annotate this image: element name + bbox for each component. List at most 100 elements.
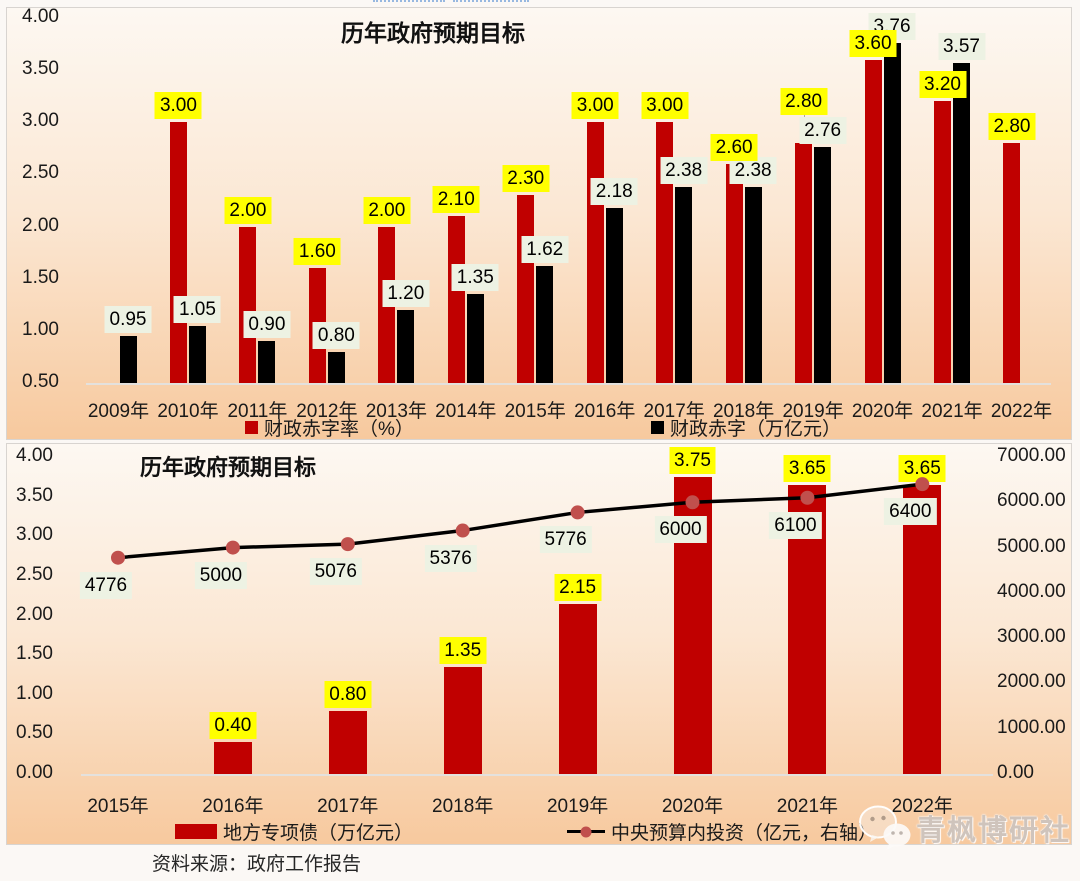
x-axis-tick-label: 2015年 (504, 401, 566, 422)
investment-value-label: 6100 (769, 511, 822, 539)
investment-value-label: 5376 (424, 544, 477, 572)
deficit-rate-value-label: 2.00 (224, 196, 272, 224)
x-axis-tick-label: 2017年 (317, 796, 379, 817)
y-axis-tick-label: 0.50 (22, 371, 59, 392)
x-axis-tick-label: 2013年 (365, 401, 427, 422)
y-axis-tick-label: 4.00 (22, 6, 59, 27)
deficit-value-label: 0.80 (312, 321, 360, 349)
deficit-rate-value-label: 2.60 (710, 134, 758, 161)
y-axis-tick-label: 3.00 (22, 110, 59, 132)
left-y-axis-tick-label: 3.00 (16, 524, 53, 546)
legend-special-bonds: 地方专项债（万亿元） (175, 818, 413, 845)
x-axis-tick-label: 2019年 (546, 796, 609, 817)
deficit-rate-value-label: 3.00 (571, 92, 619, 120)
special-bond-bar (443, 667, 482, 774)
deficit-bar (675, 186, 693, 383)
x-axis-tick-label: 2022年 (891, 796, 953, 817)
x-axis-tick-label: 2019年 (782, 401, 844, 422)
deficit-value-label: 2.38 (660, 156, 708, 184)
y-axis-tick-label: 3.50 (22, 58, 59, 80)
deficit-bar (327, 351, 345, 383)
left-y-axis-tick-label: 1.00 (16, 682, 53, 704)
legend-label: 财政赤字（万亿元） (670, 419, 842, 440)
special-bond-value-label: 1.35 (439, 637, 487, 664)
right-y-axis-tick-label: 6000.00 (997, 490, 1066, 512)
deficit-value-label: 1.05 (173, 295, 221, 323)
deficit-bar (953, 62, 971, 383)
black-square-swatch-icon (651, 421, 664, 434)
line-marker-icon (455, 523, 470, 538)
deficit-rate-bar (239, 226, 257, 383)
deficit-bar (744, 186, 762, 383)
deficit-bar (397, 310, 415, 383)
right-y-axis-tick-label: 4000.00 (997, 580, 1066, 602)
special-bond-bar (558, 603, 597, 774)
line-marker-icon (111, 550, 125, 565)
x-axis-tick-label: 2011年 (227, 401, 288, 422)
deficit-value-label: 2.76 (799, 117, 847, 145)
special-bond-bar (213, 742, 252, 774)
deficit-value-label: 3.57 (938, 32, 986, 60)
deficit-bar (605, 207, 623, 383)
left-y-axis-tick-label: 3.50 (16, 484, 53, 506)
x-axis-tick-label: 2014年 (435, 401, 497, 422)
special-bond-value-label: 3.65 (898, 454, 946, 482)
deficit-rate-bar (934, 101, 952, 383)
x-axis-tick-label: 2020年 (851, 401, 914, 422)
chart-fiscal-deficit: 历年政府预期目标 4.00 3.50 3.00 2.50 2.00 1.50 1.00 0.5… (6, 6, 1072, 441)
left-y-axis-tick-label: 2.00 (16, 603, 53, 625)
x-axis-tick-label: 2016年 (202, 796, 264, 817)
chart-title: 历年政府预期目标 (341, 20, 525, 46)
deficit-rate-value-label: 2.10 (432, 186, 480, 214)
y-axis-tick-label: 1.50 (22, 266, 59, 288)
x-axis-tick-label: 2021年 (921, 401, 983, 422)
right-y-axis-tick-label: 0.00 (997, 762, 1034, 783)
investment-value-label: 6400 (884, 498, 937, 526)
line-marker-icon (225, 540, 240, 555)
marker-dot-icon (580, 826, 592, 837)
investment-value-label: 6000 (654, 516, 707, 544)
deficit-rate-value-label: 3.00 (641, 92, 689, 120)
x-axis-line (86, 383, 1051, 385)
x-axis-tick-label: 2010年 (157, 401, 219, 422)
x-axis-tick-label: 2012年 (296, 401, 358, 422)
y-axis-tick-label: 1.00 (22, 318, 59, 340)
deficit-bar (814, 147, 832, 383)
deficit-rate-bar (169, 122, 187, 383)
deficit-value-label: 2.18 (590, 177, 638, 205)
line-marker-swatch-icon (567, 826, 605, 837)
wechat-icon (859, 805, 911, 850)
x-axis-tick-label: 2018年 (432, 796, 494, 817)
special-bond-bar (903, 484, 942, 774)
legend-label: 中央预算内投资（亿元，右轴） (611, 823, 878, 844)
deficit-rate-value-label: 2.00 (363, 196, 411, 224)
special-bond-bar (328, 710, 367, 774)
right-y-axis-tick-label: 2000.00 (997, 671, 1066, 693)
y-axis-tick-label: 2.50 (22, 162, 59, 184)
investment-value-label: 5076 (309, 558, 362, 586)
dotted-underline-artifact (453, 0, 529, 5)
chart-special-bonds: 历年政府预期目标 4.00 3.50 3.00 2.50 2.00 1.50 1.00 0.5… (6, 443, 1072, 845)
x-axis-tick-label: 2016年 (574, 401, 636, 422)
deficit-bar (883, 43, 901, 383)
legend-deficit-amount: 财政赤字（万亿元） (651, 414, 841, 441)
deficit-value-label: 1.35 (451, 264, 499, 292)
deficit-rate-bar (795, 143, 813, 383)
x-axis-tick-label: 2022年 (990, 401, 1053, 422)
legend-label: 地方专项债（万亿元） (223, 823, 414, 844)
left-y-axis-tick-label: 4.00 (16, 445, 53, 466)
deficit-bar (258, 341, 276, 383)
deficit-rate-value-label: 3.20 (919, 71, 967, 99)
deficit-rate-bar (656, 122, 674, 383)
special-bond-value-label: 2.15 (554, 573, 602, 601)
deficit-bar (466, 294, 484, 383)
special-bond-value-label: 3.65 (783, 454, 831, 482)
watermark-text: 青枫博研社 (916, 815, 1072, 847)
x-axis-tick-label: 2017年 (643, 401, 705, 422)
deficit-rate-bar (517, 195, 535, 383)
deficit-rate-value-label: 2.30 (502, 165, 550, 193)
red-square-swatch-icon (245, 421, 258, 434)
right-y-axis-tick-label: 3000.00 (997, 626, 1066, 648)
line-marker-icon (570, 505, 585, 520)
